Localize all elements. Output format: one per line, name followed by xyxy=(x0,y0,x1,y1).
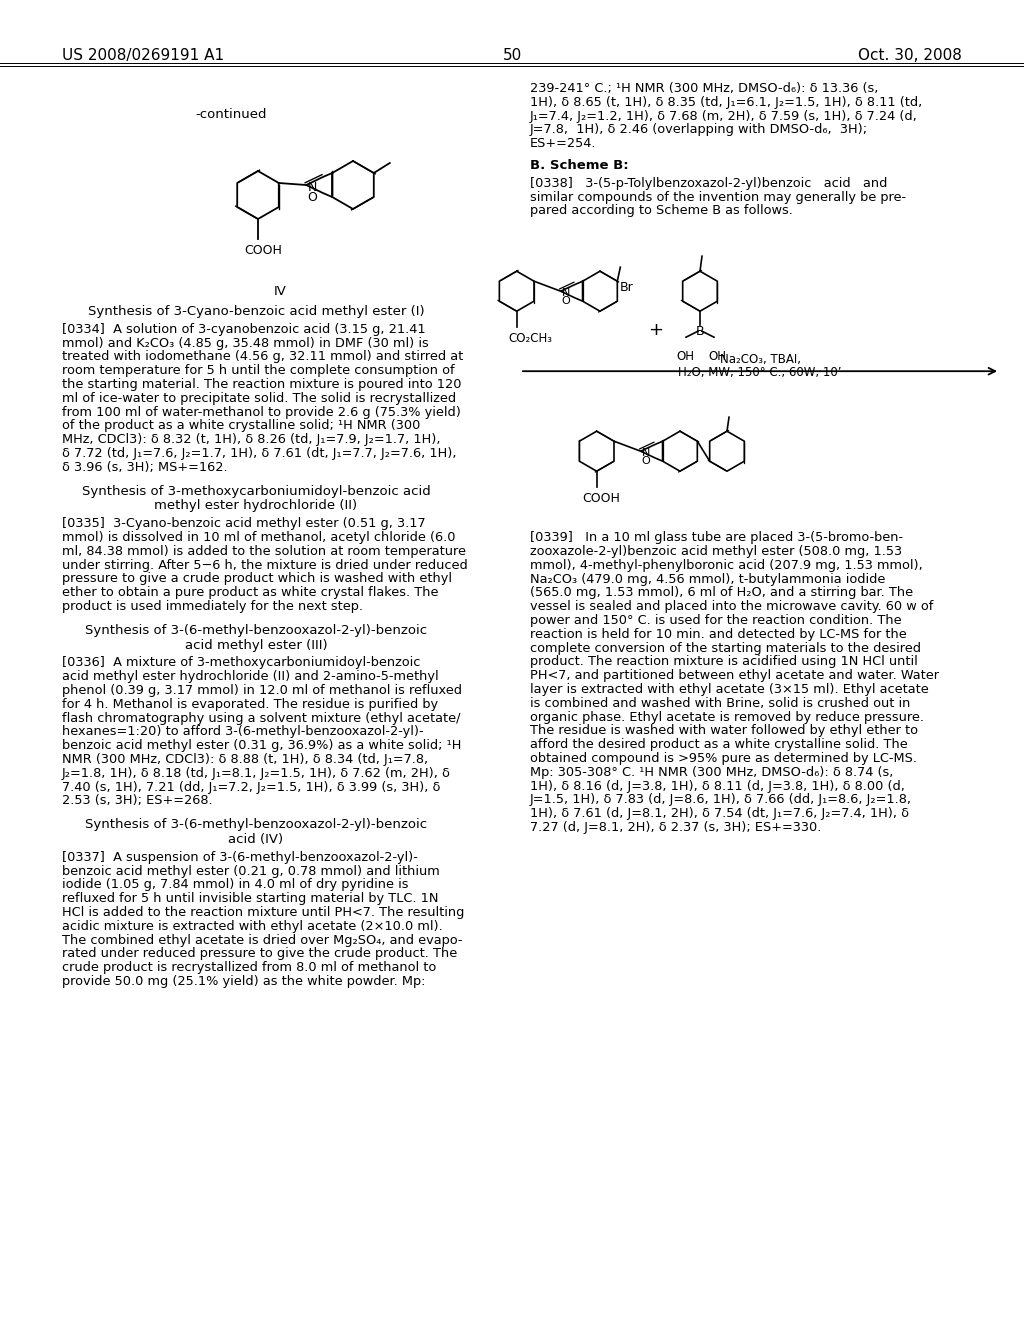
Text: similar compounds of the invention may generally be pre-: similar compounds of the invention may g… xyxy=(530,190,906,203)
Text: δ 7.72 (td, J₁=7.6, J₂=1.7, 1H), δ 7.61 (dt, J₁=7.7, J₂=7.6, 1H),: δ 7.72 (td, J₁=7.6, J₂=1.7, 1H), δ 7.61 … xyxy=(62,447,457,459)
Text: product is used immediately for the next step.: product is used immediately for the next… xyxy=(62,601,362,612)
Text: 1H), δ 8.65 (t, 1H), δ 8.35 (td, J₁=6.1, J₂=1.5, 1H), δ 8.11 (td,: 1H), δ 8.65 (t, 1H), δ 8.35 (td, J₁=6.1,… xyxy=(530,96,923,108)
Text: Synthesis of 3-(6-methyl-benzooxazol-2-yl)-benzoic: Synthesis of 3-(6-methyl-benzooxazol-2-y… xyxy=(85,818,427,832)
Text: Mp: 305-308° C. ¹H NMR (300 MHz, DMSO-d₆): δ 8.74 (s,: Mp: 305-308° C. ¹H NMR (300 MHz, DMSO-d₆… xyxy=(530,766,893,779)
Text: J₂=1.8, 1H), δ 8.18 (td, J₁=8.1, J₂=1.5, 1H), δ 7.62 (m, 2H), δ: J₂=1.8, 1H), δ 8.18 (td, J₁=8.1, J₂=1.5,… xyxy=(62,767,451,780)
Text: mmol) is dissolved in 10 ml of methanol, acetyl chloride (6.0: mmol) is dissolved in 10 ml of methanol,… xyxy=(62,531,456,544)
Text: 1H), δ 7.61 (d, J=8.1, 2H), δ 7.54 (dt, J₁=7.6, J₂=7.4, 1H), δ: 1H), δ 7.61 (d, J=8.1, 2H), δ 7.54 (dt, … xyxy=(530,808,909,820)
Text: 239-241° C.; ¹H NMR (300 MHz, DMSO-d₆): δ 13.36 (s,: 239-241° C.; ¹H NMR (300 MHz, DMSO-d₆): … xyxy=(530,82,879,95)
Text: IV: IV xyxy=(273,285,287,298)
Text: B. Scheme B:: B. Scheme B: xyxy=(530,158,629,172)
Text: mmol), 4-methyl-phenylboronic acid (207.9 mg, 1.53 mmol),: mmol), 4-methyl-phenylboronic acid (207.… xyxy=(530,558,923,572)
Text: flash chromatography using a solvent mixture (ethyl acetate/: flash chromatography using a solvent mix… xyxy=(62,711,461,725)
Text: provide 50.0 mg (25.1% yield) as the white powder. Mp:: provide 50.0 mg (25.1% yield) as the whi… xyxy=(62,975,426,987)
Text: J=1.5, 1H), δ 7.83 (d, J=8.6, 1H), δ 7.66 (dd, J₁=8.6, J₂=1.8,: J=1.5, 1H), δ 7.83 (d, J=8.6, 1H), δ 7.6… xyxy=(530,793,912,807)
Text: organic phase. Ethyl acetate is removed by reduce pressure.: organic phase. Ethyl acetate is removed … xyxy=(530,710,924,723)
Text: room temperature for 5 h until the complete consumption of: room temperature for 5 h until the compl… xyxy=(62,364,455,378)
Text: afford the desired product as a white crystalline solid. The: afford the desired product as a white cr… xyxy=(530,738,907,751)
Text: refluxed for 5 h until invisible starting material by TLC. 1N: refluxed for 5 h until invisible startin… xyxy=(62,892,438,906)
Text: treated with iodomethane (4.56 g, 32.11 mmol) and stirred at: treated with iodomethane (4.56 g, 32.11 … xyxy=(62,350,463,363)
Text: H₂O, MW, 150° C., 60W, 10’: H₂O, MW, 150° C., 60W, 10’ xyxy=(678,366,842,379)
Text: pared according to Scheme B as follows.: pared according to Scheme B as follows. xyxy=(530,205,793,218)
Text: OH: OH xyxy=(708,350,726,363)
Text: Synthesis of 3-(6-methyl-benzooxazol-2-yl)-benzoic: Synthesis of 3-(6-methyl-benzooxazol-2-y… xyxy=(85,624,427,636)
Text: mmol) and K₂CO₃ (4.85 g, 35.48 mmol) in DMF (30 ml) is: mmol) and K₂CO₃ (4.85 g, 35.48 mmol) in … xyxy=(62,337,429,350)
Text: Na₂CO₃, TBAI,: Na₂CO₃, TBAI, xyxy=(720,354,801,366)
Text: 50: 50 xyxy=(503,48,521,63)
Text: COOH: COOH xyxy=(244,244,282,257)
Text: COOH: COOH xyxy=(583,492,621,506)
Text: layer is extracted with ethyl acetate (3×15 ml). Ethyl acetate: layer is extracted with ethyl acetate (3… xyxy=(530,682,929,696)
Text: The residue is washed with water followed by ethyl ether to: The residue is washed with water followe… xyxy=(530,725,918,738)
Text: obtained compound is >95% pure as determined by LC-MS.: obtained compound is >95% pure as determ… xyxy=(530,752,918,766)
Text: the starting material. The reaction mixture is poured into 120: the starting material. The reaction mixt… xyxy=(62,378,462,391)
Text: [0336]  A mixture of 3-methoxycarboniumidoyl-benzoic: [0336] A mixture of 3-methoxycarboniumid… xyxy=(62,656,421,669)
Text: ml, 84.38 mmol) is added to the solution at room temperature: ml, 84.38 mmol) is added to the solution… xyxy=(62,545,466,558)
Text: N: N xyxy=(642,447,650,458)
Text: NMR (300 MHz, CDCl3): δ 8.88 (t, 1H), δ 8.34 (td, J₁=7.8,: NMR (300 MHz, CDCl3): δ 8.88 (t, 1H), δ … xyxy=(62,752,428,766)
Text: 7.40 (s, 1H), 7.21 (dd, J₁=7.2, J₂=1.5, 1H), δ 3.99 (s, 3H), δ: 7.40 (s, 1H), 7.21 (dd, J₁=7.2, J₂=1.5, … xyxy=(62,780,440,793)
Text: phenol (0.39 g, 3.17 mmol) in 12.0 ml of methanol is refluxed: phenol (0.39 g, 3.17 mmol) in 12.0 ml of… xyxy=(62,684,462,697)
Text: +: + xyxy=(648,321,663,339)
Text: methyl ester hydrochloride (II): methyl ester hydrochloride (II) xyxy=(155,499,357,512)
Text: Synthesis of 3-Cyano-benzoic acid methyl ester (I): Synthesis of 3-Cyano-benzoic acid methyl… xyxy=(88,305,424,318)
Text: complete conversion of the starting materials to the desired: complete conversion of the starting mate… xyxy=(530,642,921,655)
Text: [0338]   3-(5-p-Tolylbenzoxazol-2-yl)benzoic   acid   and: [0338] 3-(5-p-Tolylbenzoxazol-2-yl)benzo… xyxy=(530,177,888,190)
Text: for 4 h. Methanol is evaporated. The residue is purified by: for 4 h. Methanol is evaporated. The res… xyxy=(62,698,438,710)
Text: 1H), δ 8.16 (d, J=3.8, 1H), δ 8.11 (d, J=3.8, 1H), δ 8.00 (d,: 1H), δ 8.16 (d, J=3.8, 1H), δ 8.11 (d, J… xyxy=(530,780,905,792)
Text: Br: Br xyxy=(620,281,633,294)
Text: Oct. 30, 2008: Oct. 30, 2008 xyxy=(858,48,962,63)
Text: Na₂CO₃ (479.0 mg, 4.56 mmol), t-butylammonia iodide: Na₂CO₃ (479.0 mg, 4.56 mmol), t-butylamm… xyxy=(530,573,886,586)
Text: benzoic acid methyl ester (0.31 g, 36.9%) as a white solid; ¹H: benzoic acid methyl ester (0.31 g, 36.9%… xyxy=(62,739,462,752)
Text: [0335]  3-Cyano-benzoic acid methyl ester (0.51 g, 3.17: [0335] 3-Cyano-benzoic acid methyl ester… xyxy=(62,517,426,531)
Text: J₁=7.4, J₂=1.2, 1H), δ 7.68 (m, 2H), δ 7.59 (s, 1H), δ 7.24 (d,: J₁=7.4, J₂=1.2, 1H), δ 7.68 (m, 2H), δ 7… xyxy=(530,110,918,123)
Text: HCl is added to the reaction mixture until PH<7. The resulting: HCl is added to the reaction mixture unt… xyxy=(62,906,464,919)
Text: ether to obtain a pure product as white crystal flakes. The: ether to obtain a pure product as white … xyxy=(62,586,438,599)
Text: power and 150° C. is used for the reaction condition. The: power and 150° C. is used for the reacti… xyxy=(530,614,901,627)
Text: iodide (1.05 g, 7.84 mmol) in 4.0 ml of dry pyridine is: iodide (1.05 g, 7.84 mmol) in 4.0 ml of … xyxy=(62,878,409,891)
Text: pressure to give a crude product which is washed with ethyl: pressure to give a crude product which i… xyxy=(62,573,452,585)
Text: US 2008/0269191 A1: US 2008/0269191 A1 xyxy=(62,48,224,63)
Text: crude product is recrystallized from 8.0 ml of methanol to: crude product is recrystallized from 8.0… xyxy=(62,961,436,974)
Text: δ 3.96 (s, 3H); MS+=162.: δ 3.96 (s, 3H); MS+=162. xyxy=(62,461,227,474)
Text: acidic mixture is extracted with ethyl acetate (2×10.0 ml).: acidic mixture is extracted with ethyl a… xyxy=(62,920,442,933)
Text: 2.53 (s, 3H); ES+=268.: 2.53 (s, 3H); ES+=268. xyxy=(62,795,213,808)
Text: B: B xyxy=(695,325,705,338)
Text: product. The reaction mixture is acidified using 1N HCl until: product. The reaction mixture is acidifi… xyxy=(530,656,918,668)
Text: ml of ice-water to precipitate solid. The solid is recrystallized: ml of ice-water to precipitate solid. Th… xyxy=(62,392,456,405)
Text: MHz, CDCl3): δ 8.32 (t, 1H), δ 8.26 (td, J₁=7.9, J₂=1.7, 1H),: MHz, CDCl3): δ 8.32 (t, 1H), δ 8.26 (td,… xyxy=(62,433,440,446)
Text: CO₂CH₃: CO₂CH₃ xyxy=(509,333,553,346)
Text: ES+=254.: ES+=254. xyxy=(530,137,597,150)
Text: Synthesis of 3-methoxycarboniumidoyl-benzoic acid: Synthesis of 3-methoxycarboniumidoyl-ben… xyxy=(82,484,430,498)
Text: The combined ethyl acetate is dried over Mg₂SO₄, and evapo-: The combined ethyl acetate is dried over… xyxy=(62,933,463,946)
Text: (565.0 mg, 1.53 mmol), 6 ml of H₂O, and a stirring bar. The: (565.0 mg, 1.53 mmol), 6 ml of H₂O, and … xyxy=(530,586,913,599)
Text: zooxazole-2-yl)benzoic acid methyl ester (508.0 mg, 1.53: zooxazole-2-yl)benzoic acid methyl ester… xyxy=(530,545,902,558)
Text: PH<7, and partitioned between ethyl acetate and water. Water: PH<7, and partitioned between ethyl acet… xyxy=(530,669,939,682)
Text: benzoic acid methyl ester (0.21 g, 0.78 mmol) and lithium: benzoic acid methyl ester (0.21 g, 0.78 … xyxy=(62,865,439,878)
Text: [0334]  A solution of 3-cyanobenzoic acid (3.15 g, 21.41: [0334] A solution of 3-cyanobenzoic acid… xyxy=(62,323,426,335)
Text: rated under reduced pressure to give the crude product. The: rated under reduced pressure to give the… xyxy=(62,948,458,961)
Text: acid methyl ester hydrochloride (II) and 2-amino-5-methyl: acid methyl ester hydrochloride (II) and… xyxy=(62,671,438,684)
Text: acid methyl ester (III): acid methyl ester (III) xyxy=(184,639,328,652)
Text: of the product as a white crystalline solid; ¹H NMR (300: of the product as a white crystalline so… xyxy=(62,420,421,433)
Text: hexanes=1:20) to afford 3-(6-methyl-benzooxazol-2-yl)-: hexanes=1:20) to afford 3-(6-methyl-benz… xyxy=(62,726,424,738)
Text: from 100 ml of water-methanol to provide 2.6 g (75.3% yield): from 100 ml of water-methanol to provide… xyxy=(62,405,461,418)
Text: J=7.8,  1H), δ 2.46 (overlapping with DMSO-d₆,  3H);: J=7.8, 1H), δ 2.46 (overlapping with DMS… xyxy=(530,123,868,136)
Text: [0337]  A suspension of 3-(6-methyl-benzooxazol-2-yl)-: [0337] A suspension of 3-(6-methyl-benzo… xyxy=(62,851,418,863)
Text: under stirring. After 5−6 h, the mixture is dried under reduced: under stirring. After 5−6 h, the mixture… xyxy=(62,558,468,572)
Text: O: O xyxy=(641,455,650,466)
Text: [0339]   In a 10 ml glass tube are placed 3-(5-bromo-ben-: [0339] In a 10 ml glass tube are placed … xyxy=(530,531,903,544)
Text: vessel is sealed and placed into the microwave cavity. 60 w of: vessel is sealed and placed into the mic… xyxy=(530,601,933,614)
Text: N: N xyxy=(561,288,570,297)
Text: O: O xyxy=(307,191,317,205)
Text: reaction is held for 10 min. and detected by LC-MS for the: reaction is held for 10 min. and detecte… xyxy=(530,628,906,640)
Text: -continued: -continued xyxy=(195,108,266,121)
Text: is combined and washed with Brine, solid is crushed out in: is combined and washed with Brine, solid… xyxy=(530,697,910,710)
Text: acid (IV): acid (IV) xyxy=(228,833,284,846)
Text: 7.27 (d, J=8.1, 2H), δ 2.37 (s, 3H); ES+=330.: 7.27 (d, J=8.1, 2H), δ 2.37 (s, 3H); ES+… xyxy=(530,821,821,834)
Text: O: O xyxy=(561,296,570,306)
Text: OH: OH xyxy=(676,350,694,363)
Text: N: N xyxy=(308,181,317,194)
